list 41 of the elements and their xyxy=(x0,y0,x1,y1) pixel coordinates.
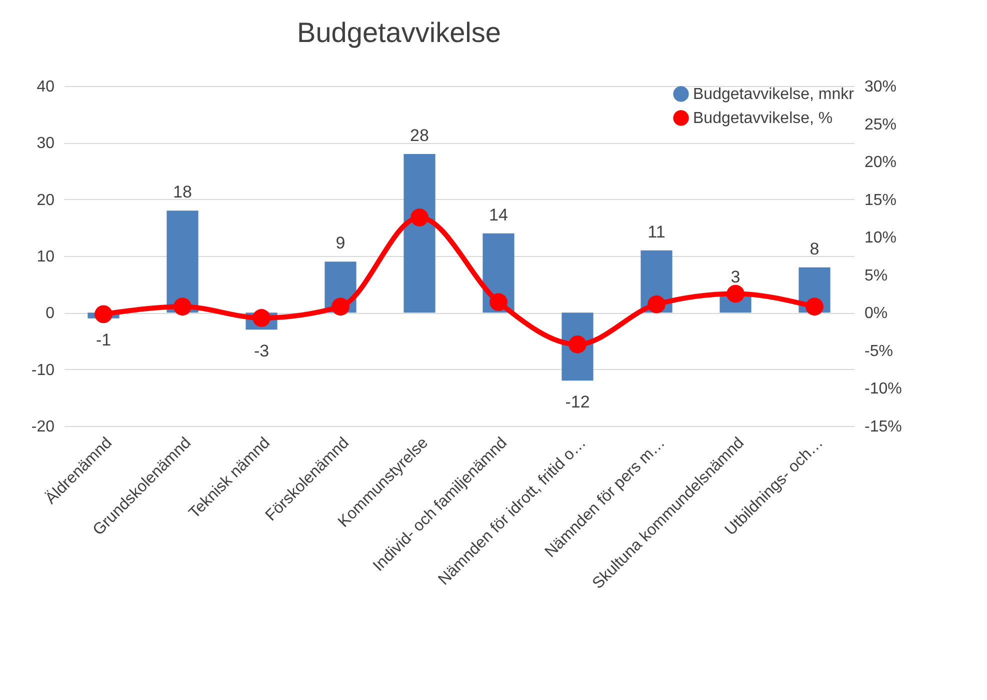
data-label: -12 xyxy=(565,392,590,412)
data-label: 18 xyxy=(173,182,192,202)
y-tick-label: 20 xyxy=(36,192,55,209)
data-label: 9 xyxy=(336,234,346,253)
y2-tick-label: -10% xyxy=(864,380,902,398)
y2-tick-label: 15% xyxy=(864,192,897,209)
y2-tick-label: 10% xyxy=(864,230,897,247)
point xyxy=(648,295,666,314)
point xyxy=(94,305,112,324)
y2-tick-label: 20% xyxy=(864,154,897,172)
y2-tick-label: 25% xyxy=(864,116,897,134)
point xyxy=(174,298,192,316)
y-tick-label: 30 xyxy=(36,135,55,152)
bar xyxy=(404,154,436,313)
y-tick-label: -10 xyxy=(31,362,55,379)
data-label: -3 xyxy=(254,342,270,361)
data-label: 3 xyxy=(730,268,740,287)
data-label: -1 xyxy=(96,330,112,350)
y2-tick-label: -15% xyxy=(864,418,902,436)
point xyxy=(252,309,270,327)
y-tick-label: 0 xyxy=(46,305,55,322)
y-tick-label: 40 xyxy=(36,78,55,96)
y-tick-label: -20 xyxy=(31,418,55,436)
legend-label: Budgetavvikelse, % xyxy=(693,110,833,127)
point xyxy=(726,284,744,303)
bar xyxy=(166,210,198,313)
chart-title: Budgetavvikelse xyxy=(297,17,501,48)
y2-tick-label: 5% xyxy=(864,267,888,284)
y2-tick-label: 30% xyxy=(864,78,897,96)
legend-label: Budgetavvikelse, mnkr xyxy=(693,86,855,103)
point xyxy=(490,293,508,312)
y-tick-label: 10 xyxy=(36,248,55,266)
y2-tick-label: 0% xyxy=(864,305,888,322)
point xyxy=(410,208,428,226)
point xyxy=(332,298,350,316)
data-label: 14 xyxy=(489,205,508,224)
data-label: 28 xyxy=(410,126,429,145)
y2-tick-label: -5% xyxy=(864,342,893,360)
point xyxy=(806,298,824,316)
data-label: 8 xyxy=(810,239,820,258)
data-label: 11 xyxy=(648,222,666,242)
